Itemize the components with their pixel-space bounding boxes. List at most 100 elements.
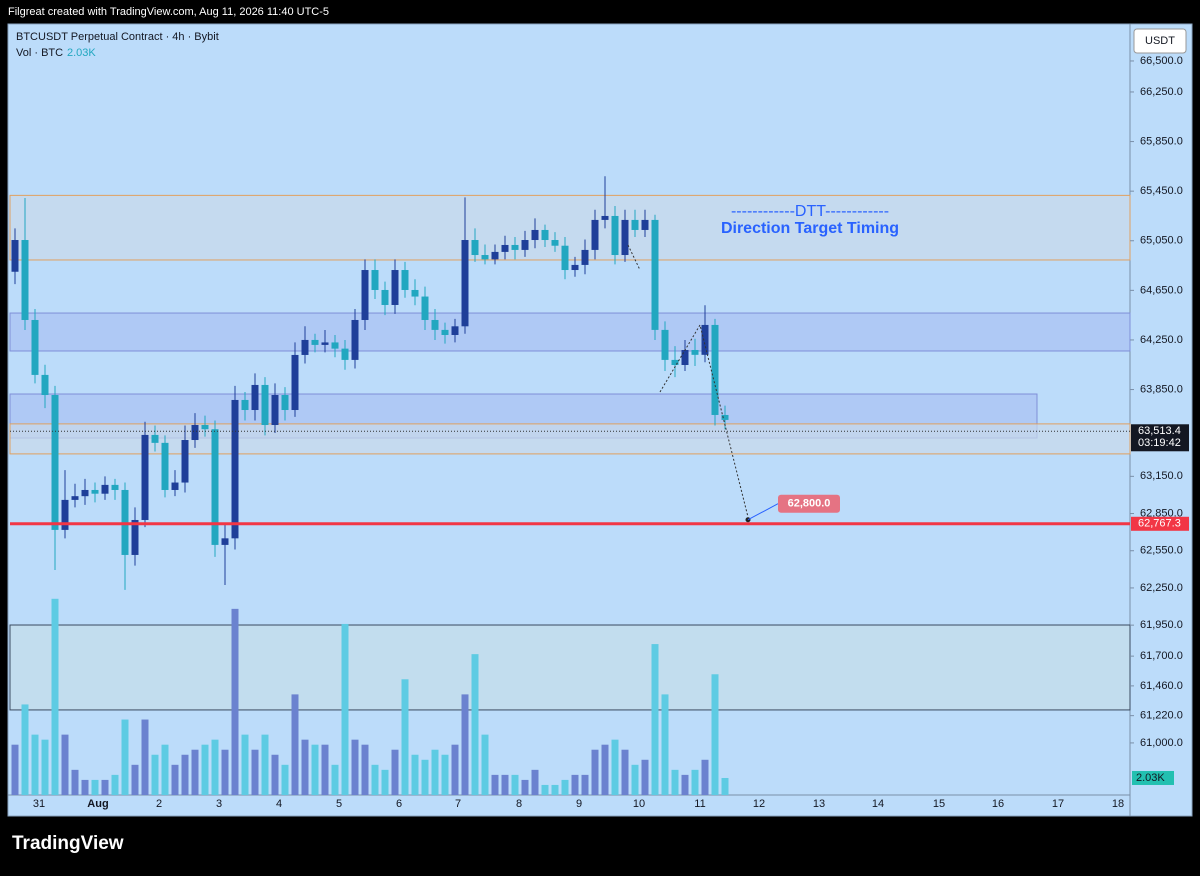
candle-body xyxy=(371,270,379,290)
x-tick-label: 5 xyxy=(336,798,342,810)
currency-box[interactable] xyxy=(1133,28,1187,54)
candle-body xyxy=(431,319,439,330)
x-tick-label: 7 xyxy=(455,798,461,810)
candle-body xyxy=(291,354,299,411)
volume-bar xyxy=(171,764,179,795)
volume-bar xyxy=(561,779,569,795)
volume-bar xyxy=(411,754,419,795)
volume-bar xyxy=(211,739,219,795)
last-price-label: 63,513.4 xyxy=(1138,425,1181,437)
price-tag xyxy=(1131,424,1189,452)
candle-body xyxy=(421,296,429,320)
candle-body xyxy=(691,349,699,355)
y-tick-label: 61,700.0 xyxy=(1140,650,1183,662)
x-tick-label: 9 xyxy=(576,798,582,810)
candle-body xyxy=(31,319,39,375)
y-tick-label: 61,220.0 xyxy=(1140,710,1183,722)
x-tick-label: Aug xyxy=(87,798,108,810)
candle-body xyxy=(141,434,149,520)
candle-body xyxy=(301,339,309,355)
volume-bar xyxy=(41,739,49,795)
candle-body xyxy=(51,395,59,530)
price-tag xyxy=(1131,516,1189,531)
target-pointer xyxy=(747,503,779,521)
candle-body xyxy=(331,342,339,349)
volume-bar xyxy=(571,774,579,795)
y-tick-label: 65,050.0 xyxy=(1140,235,1183,247)
x-tick-label: 6 xyxy=(396,798,402,810)
volume-bar xyxy=(241,734,249,795)
candle-body xyxy=(281,395,289,411)
volume-bar xyxy=(81,779,89,795)
candle-body xyxy=(671,359,679,365)
brand-text: TradingView xyxy=(12,833,124,854)
candle-body xyxy=(241,399,249,411)
y-tick-label: 61,000.0 xyxy=(1140,737,1183,749)
candle-body xyxy=(271,395,279,426)
candle-body xyxy=(591,219,599,250)
volume-bar xyxy=(351,739,359,795)
volume-bar xyxy=(121,719,129,795)
volume-bar xyxy=(91,779,99,795)
target-box xyxy=(778,494,840,513)
volume-bar xyxy=(451,744,459,795)
volume-bar xyxy=(651,644,659,795)
x-tick-label: 17 xyxy=(1052,798,1064,810)
candle-body xyxy=(541,229,549,241)
volume-bar xyxy=(111,774,119,795)
candle-body xyxy=(161,442,169,490)
chart-title: BTCUSDT Perpetual Contract · 4h · Bybit xyxy=(16,31,219,43)
volume-bar xyxy=(381,769,389,795)
candle-body xyxy=(711,324,719,415)
volume-bar xyxy=(51,598,59,795)
x-tick-label: 14 xyxy=(872,798,884,810)
volume-bar xyxy=(311,744,319,795)
volume-bar xyxy=(421,759,429,795)
candle-body xyxy=(661,329,669,360)
volume-bar xyxy=(501,774,509,795)
annotation: ------------DTT------------ xyxy=(731,203,889,220)
volume-bar xyxy=(61,734,69,795)
candle-body xyxy=(411,289,419,297)
candle-body xyxy=(61,499,69,530)
volume-bar xyxy=(301,739,309,795)
volume-bar xyxy=(581,774,589,795)
volume-bar xyxy=(201,744,209,795)
volume-bar xyxy=(431,749,439,795)
candle-body xyxy=(511,244,519,250)
candle-body xyxy=(581,249,589,265)
candle-body xyxy=(381,289,389,305)
volume-bar xyxy=(541,784,549,795)
candle-body xyxy=(311,339,319,345)
volume-bar xyxy=(291,694,299,795)
y-tick-label: 63,150.0 xyxy=(1140,470,1183,482)
volume-bar xyxy=(671,769,679,795)
candle-body xyxy=(171,482,179,490)
volume-bar xyxy=(441,754,449,795)
volume-title: Vol · BTC xyxy=(16,47,63,59)
candle-body xyxy=(111,484,119,490)
volume-bar xyxy=(711,674,719,795)
candle-body xyxy=(451,326,459,335)
y-tick-label: 65,850.0 xyxy=(1140,135,1183,147)
x-tick-label: 4 xyxy=(276,798,282,810)
zone xyxy=(9,624,1131,711)
candle-body xyxy=(201,425,209,430)
x-tick-label: 10 xyxy=(633,798,645,810)
volume-bar xyxy=(601,744,609,795)
volume-bar xyxy=(21,704,29,795)
volume-bar xyxy=(341,623,349,795)
volume-bar xyxy=(151,754,159,795)
x-tick-label: 2 xyxy=(156,798,162,810)
volume-bar xyxy=(631,764,639,795)
candle-body xyxy=(211,429,219,545)
candle-body xyxy=(651,219,659,330)
candle-body xyxy=(521,240,529,250)
currency[interactable]: USDT xyxy=(1145,35,1175,47)
candle-body xyxy=(341,348,349,360)
volume-bar xyxy=(701,759,709,795)
candle-body xyxy=(391,270,399,305)
candle-body xyxy=(531,229,539,241)
credit: Filgreat created with TradingView.com, A… xyxy=(8,6,329,18)
